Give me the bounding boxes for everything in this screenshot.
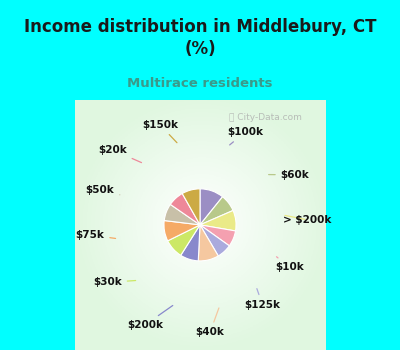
Text: $75k: $75k bbox=[76, 230, 116, 240]
Text: > $200k: > $200k bbox=[284, 215, 332, 225]
Wedge shape bbox=[182, 189, 200, 225]
Text: $100k: $100k bbox=[227, 127, 263, 145]
Text: $125k: $125k bbox=[244, 289, 280, 310]
Wedge shape bbox=[198, 225, 218, 261]
Text: $30k: $30k bbox=[93, 278, 136, 287]
Text: $50k: $50k bbox=[86, 185, 120, 195]
Text: Multirace residents: Multirace residents bbox=[127, 77, 273, 90]
Wedge shape bbox=[170, 194, 200, 225]
Wedge shape bbox=[200, 197, 233, 225]
Wedge shape bbox=[168, 225, 200, 256]
Wedge shape bbox=[181, 225, 200, 261]
Wedge shape bbox=[200, 225, 236, 246]
Text: $40k: $40k bbox=[196, 308, 224, 337]
Text: $10k: $10k bbox=[276, 257, 304, 272]
Text: $60k: $60k bbox=[269, 170, 310, 180]
Wedge shape bbox=[200, 189, 222, 225]
Wedge shape bbox=[200, 225, 229, 256]
Text: ⓘ City-Data.com: ⓘ City-Data.com bbox=[229, 113, 302, 122]
Text: Income distribution in Middlebury, CT
(%): Income distribution in Middlebury, CT (%… bbox=[24, 18, 376, 58]
Wedge shape bbox=[200, 210, 236, 231]
Wedge shape bbox=[164, 220, 200, 241]
Text: $20k: $20k bbox=[98, 145, 142, 163]
Text: $200k: $200k bbox=[127, 306, 173, 330]
Text: $150k: $150k bbox=[142, 120, 178, 143]
Wedge shape bbox=[164, 204, 200, 225]
